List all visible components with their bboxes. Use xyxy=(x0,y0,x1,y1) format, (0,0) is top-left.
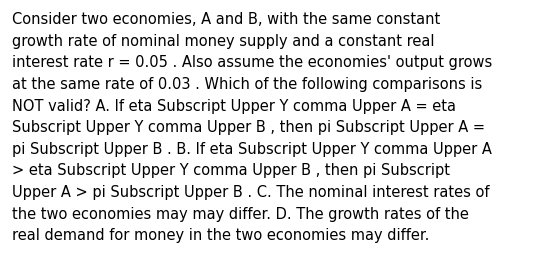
Text: Consider two economies, A and B, with the same constant
growth rate of nominal m: Consider two economies, A and B, with th… xyxy=(12,12,493,243)
